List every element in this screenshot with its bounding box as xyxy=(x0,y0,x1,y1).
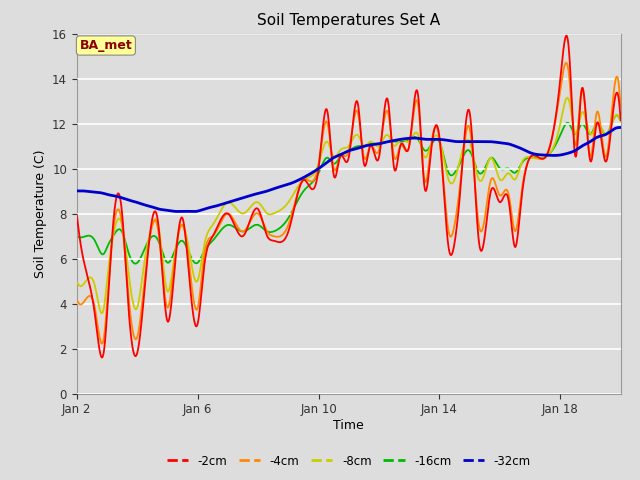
X-axis label: Time: Time xyxy=(333,419,364,432)
Title: Soil Temperatures Set A: Soil Temperatures Set A xyxy=(257,13,440,28)
Y-axis label: Soil Temperature (C): Soil Temperature (C) xyxy=(33,149,47,278)
Legend: -2cm, -4cm, -8cm, -16cm, -32cm: -2cm, -4cm, -8cm, -16cm, -32cm xyxy=(162,450,536,472)
Text: BA_met: BA_met xyxy=(79,39,132,52)
